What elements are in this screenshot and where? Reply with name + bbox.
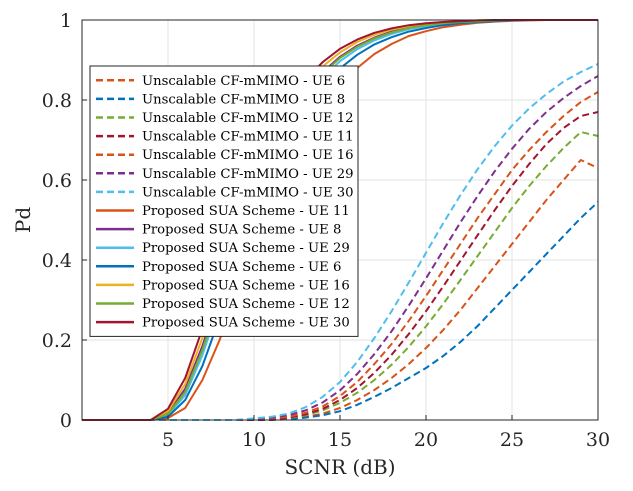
series-line-7: [82, 63, 599, 421]
x-tick-label: 30: [586, 429, 610, 451]
legend-label: Proposed SUA Scheme - UE 12: [142, 297, 350, 312]
x-tick-label: 5: [162, 429, 174, 451]
y-tick-label: 0.8: [42, 90, 72, 112]
y-tick-label: 0.6: [42, 170, 72, 192]
y-tick-label: 0.4: [42, 250, 72, 272]
legend-label: Unscalable CF-mMIMO - UE 12: [142, 111, 354, 126]
legend-label: Proposed SUA Scheme - UE 6: [142, 260, 341, 275]
y-tick-label: 1: [60, 10, 72, 32]
legend-label: Unscalable CF-mMIMO - UE 29: [142, 167, 354, 182]
legend-label: Proposed SUA Scheme - UE 16: [142, 278, 350, 293]
legend-label: Unscalable CF-mMIMO - UE 30: [142, 185, 354, 200]
x-axis-label: SCNR (dB): [284, 455, 395, 479]
series-line-1: [82, 159, 599, 421]
x-tick-label: 20: [414, 429, 438, 451]
legend-label: Unscalable CF-mMIMO - UE 16: [142, 148, 354, 163]
series-line-3: [82, 131, 599, 421]
y-tick-label: 0: [60, 410, 72, 432]
x-tick-label: 10: [242, 429, 266, 451]
legend-label: Proposed SUA Scheme - UE 29: [142, 241, 350, 256]
legend-label: Proposed SUA Scheme - UE 8: [142, 223, 341, 238]
legend-label: Unscalable CF-mMIMO - UE 8: [142, 92, 345, 107]
legend-label: Unscalable CF-mMIMO - UE 11: [142, 130, 354, 145]
y-tick-label: 0.2: [42, 330, 72, 352]
legend-box: [89, 65, 359, 337]
legend-label: Unscalable CF-mMIMO - UE 6: [142, 74, 345, 89]
y-axis-label: Pd: [11, 207, 35, 233]
series-line-6: [82, 75, 599, 421]
legend: Unscalable CF-mMIMO - UE 6 Unscalable CF-…: [89, 65, 359, 337]
x-tick-label: 15: [328, 429, 352, 451]
legend-label: Proposed SUA Scheme - UE 11: [142, 204, 350, 219]
x-tick-label: 25: [500, 429, 524, 451]
tick-labels: 5 10 15 20 25 30 0 0.2 0.4 0.6 0.8 1: [42, 10, 610, 451]
legend-label: Proposed SUA Scheme - UE 30: [142, 316, 350, 331]
series-line-2: [82, 201, 599, 421]
